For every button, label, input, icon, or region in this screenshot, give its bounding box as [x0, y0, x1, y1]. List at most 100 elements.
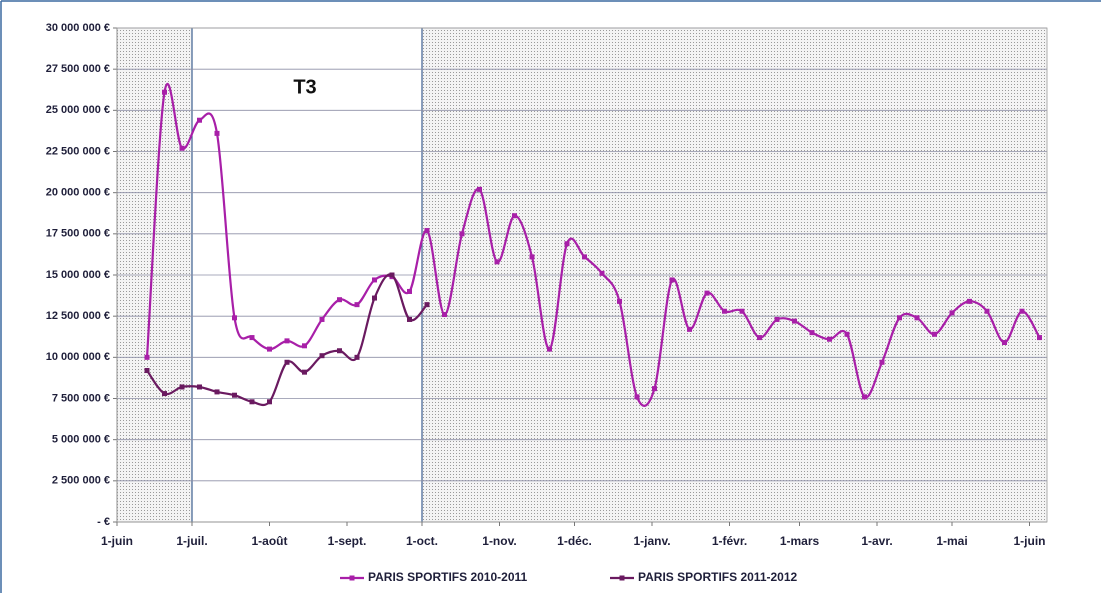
- point-marker: [197, 384, 202, 390]
- point-marker: [232, 315, 237, 321]
- point-marker: [687, 326, 692, 332]
- point-marker: [319, 353, 325, 359]
- point-marker: [844, 331, 850, 337]
- point-marker: [582, 254, 587, 260]
- point-marker: [459, 231, 465, 237]
- point-marker: [214, 389, 220, 395]
- point-marker: [442, 312, 447, 318]
- y-tick-label: 5 000 000 €: [52, 434, 110, 446]
- point-marker: [337, 348, 342, 354]
- point-marker: [144, 368, 150, 374]
- point-marker: [704, 290, 710, 296]
- legend-marker: [349, 575, 355, 581]
- point-marker: [1019, 308, 1025, 314]
- point-marker: [529, 254, 535, 260]
- legend-label: PARIS SPORTIFS 2010-2011: [368, 570, 528, 584]
- y-tick-label: 7 500 000 €: [52, 392, 110, 404]
- y-tick-label: 2 500 000 €: [52, 475, 110, 487]
- point-marker: [967, 298, 972, 304]
- plot-area: - € 2 500 000 € 5 000 000 € 7 500 000 € 10 0…: [46, 22, 1048, 548]
- point-marker: [302, 369, 307, 375]
- point-marker: [249, 399, 255, 405]
- y-tick-label: 27 500 000 €: [46, 63, 110, 75]
- point-marker: [354, 302, 360, 308]
- point-marker: [879, 359, 885, 365]
- point-marker: [547, 346, 552, 352]
- point-marker: [564, 241, 570, 247]
- x-tick-label: 1-juil.: [176, 534, 207, 548]
- point-marker: [1037, 335, 1042, 341]
- point-marker: [949, 310, 955, 316]
- point-marker: [739, 308, 745, 314]
- point-marker: [179, 145, 185, 151]
- point-marker: [319, 316, 325, 322]
- y-tick-label: 25 000 000 €: [46, 104, 110, 116]
- point-marker: [389, 272, 395, 278]
- point-marker: [897, 315, 902, 321]
- point-marker: [424, 228, 430, 234]
- point-marker: [809, 330, 815, 336]
- x-tick-label: 1-avr.: [861, 534, 892, 548]
- point-marker: [407, 316, 412, 322]
- point-marker: [914, 315, 920, 321]
- x-tick-label: 1-oct.: [406, 534, 438, 548]
- x-tick-label: 1-mars: [780, 534, 820, 548]
- point-marker: [162, 391, 167, 397]
- x-tick-label: 1-juin: [101, 534, 133, 548]
- point-marker: [372, 295, 377, 301]
- point-marker: [477, 186, 482, 192]
- point-marker: [232, 392, 237, 398]
- point-marker: [774, 316, 780, 322]
- x-tick-label: 1-août: [252, 534, 288, 548]
- point-marker: [302, 343, 307, 349]
- point-marker: [1002, 340, 1007, 346]
- legend-marker: [619, 575, 625, 581]
- y-tick-label: - €: [97, 516, 110, 528]
- y-tick-label: 22 500 000 €: [46, 145, 110, 157]
- point-marker: [197, 117, 202, 123]
- point-marker: [722, 308, 727, 314]
- point-marker: [337, 297, 342, 303]
- point-marker: [669, 277, 675, 283]
- y-tick-label: 12 500 000 €: [46, 310, 110, 322]
- point-marker: [144, 354, 150, 360]
- point-marker: [354, 354, 360, 360]
- point-marker: [407, 288, 412, 294]
- x-tick-label: 1-déc.: [557, 534, 592, 548]
- point-marker: [372, 277, 377, 283]
- point-marker: [249, 335, 255, 341]
- x-tick-label: 1-janv.: [633, 534, 670, 548]
- point-marker: [792, 318, 797, 324]
- point-marker: [179, 384, 185, 390]
- point-marker: [757, 335, 762, 341]
- point-marker: [634, 394, 640, 400]
- point-marker: [617, 298, 622, 304]
- plot-border: [116, 27, 1048, 523]
- point-marker: [284, 338, 290, 344]
- x-tick-label: 1-mai: [936, 534, 967, 548]
- point-marker: [284, 359, 290, 365]
- point-marker: [862, 394, 867, 400]
- x-tick-label: 1-nov.: [482, 534, 516, 548]
- point-marker: [162, 89, 167, 95]
- legend-label: PARIS SPORTIFS 2011-2012: [638, 570, 798, 584]
- point-marker: [652, 386, 657, 392]
- point-marker: [267, 346, 272, 352]
- y-tick-label: 10 000 000 €: [46, 351, 110, 363]
- point-marker: [267, 399, 272, 405]
- point-marker: [827, 336, 832, 342]
- y-tick-label: 15 000 000 €: [46, 269, 110, 281]
- annotation: T3: [293, 76, 316, 98]
- point-marker: [599, 270, 605, 276]
- point-marker: [494, 259, 500, 265]
- y-tick-label: 17 500 000 €: [46, 228, 110, 240]
- x-tick-label: 1-févr.: [712, 534, 747, 548]
- y-tick-label: 30 000 000 €: [46, 22, 110, 34]
- x-tick-label: 1-sept.: [328, 534, 367, 548]
- x-tick-label: 1-juin: [1014, 534, 1046, 548]
- point-marker: [512, 213, 517, 219]
- point-marker: [932, 331, 937, 337]
- point-marker: [984, 308, 990, 314]
- point-marker: [424, 302, 430, 308]
